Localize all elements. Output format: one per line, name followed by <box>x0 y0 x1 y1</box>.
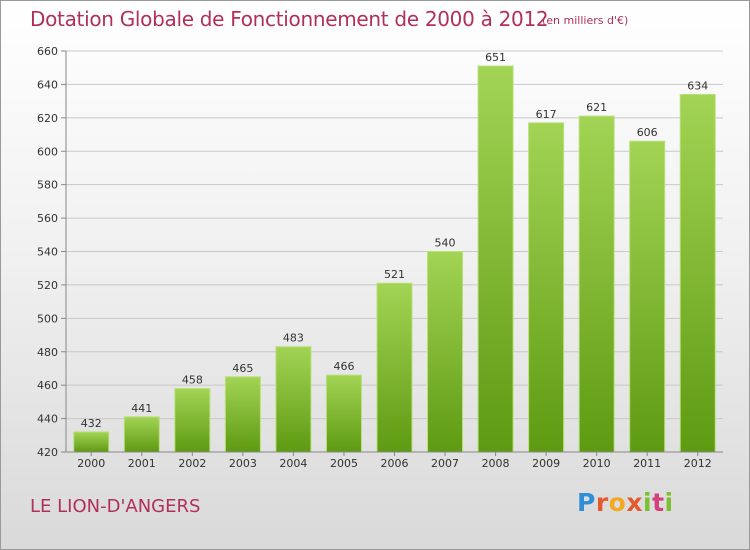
chart-title: Dotation Globale de Fonctionnement de 20… <box>30 7 549 31</box>
x-tick-label: 2000 <box>77 457 105 470</box>
data-label: 441 <box>131 402 152 415</box>
x-tick-label: 2009 <box>532 457 560 470</box>
y-tick-label: 500 <box>37 312 58 325</box>
y-tick-label: 580 <box>37 179 58 192</box>
bar-2000 <box>73 431 110 453</box>
x-tick-label: 2011 <box>633 457 661 470</box>
data-label: 634 <box>687 79 708 92</box>
x-tick-label: 2012 <box>684 457 712 470</box>
bar-2005 <box>325 374 362 453</box>
bar-2006 <box>376 282 413 453</box>
bar-2010 <box>578 115 615 453</box>
data-label: 621 <box>586 101 607 114</box>
commune-name: LE LION-D'ANGERS <box>30 496 201 517</box>
y-tick-label: 440 <box>37 413 58 426</box>
bar-2012 <box>679 93 716 453</box>
y-tick-label: 560 <box>37 212 58 225</box>
bar-2007 <box>427 251 464 453</box>
data-label: 465 <box>232 362 253 375</box>
y-tick-label: 460 <box>37 379 58 392</box>
x-tick-label: 2003 <box>229 457 257 470</box>
proxiti-logo[interactable]: Proxiti <box>577 488 674 517</box>
data-label: 540 <box>435 237 456 250</box>
bar-2004 <box>275 346 312 453</box>
logo-letter: i <box>664 488 674 517</box>
data-labels: 432 441 458 465 483 466 521 540 651 617 621 606 634 <box>81 51 708 430</box>
data-label: 432 <box>81 417 102 430</box>
x-tick-label: 2005 <box>330 457 358 470</box>
x-tick-label: 2006 <box>381 457 409 470</box>
x-tick-label: 2002 <box>178 457 206 470</box>
y-tick-label: 640 <box>37 78 58 91</box>
bar-2001 <box>123 416 160 453</box>
y-tick-label: 620 <box>37 112 58 125</box>
bars <box>73 65 716 453</box>
y-tick-label: 600 <box>37 145 58 158</box>
bar-2009 <box>528 122 565 453</box>
chart-subtitle: (en milliers d'€) <box>542 14 629 27</box>
logo-letter: o <box>608 488 627 517</box>
x-tick-label: 2007 <box>431 457 459 470</box>
data-label: 521 <box>384 268 405 281</box>
x-tick-label: 2001 <box>128 457 156 470</box>
data-label: 466 <box>333 360 354 373</box>
bar-2002 <box>174 388 211 453</box>
data-label: 606 <box>637 126 658 139</box>
x-tick-label: 2008 <box>482 457 510 470</box>
y-tick-label: 420 <box>37 446 58 459</box>
bar-2008 <box>477 65 514 453</box>
y-tick-label: 480 <box>37 346 58 359</box>
y-tick-label: 660 <box>37 45 58 58</box>
bar-2011 <box>629 140 666 453</box>
y-tick-label: 540 <box>37 246 58 259</box>
data-label: 651 <box>485 51 506 64</box>
x-tick-label: 2004 <box>279 457 307 470</box>
data-label: 617 <box>536 108 557 121</box>
logo-letter: P <box>577 488 596 517</box>
axes: 420 440 460 480 500 520 540 560 580 600 620 640 660 2… <box>37 45 723 470</box>
bar-2003 <box>224 376 261 453</box>
logo-letter: t <box>652 488 665 517</box>
data-label: 458 <box>182 374 203 387</box>
data-label: 483 <box>283 332 304 345</box>
x-tick-label: 2010 <box>583 457 611 470</box>
y-tick-label: 520 <box>37 279 58 292</box>
logo-letter: x <box>626 488 643 517</box>
logo-letter: r <box>595 488 609 517</box>
logo-letter: i <box>643 488 653 517</box>
